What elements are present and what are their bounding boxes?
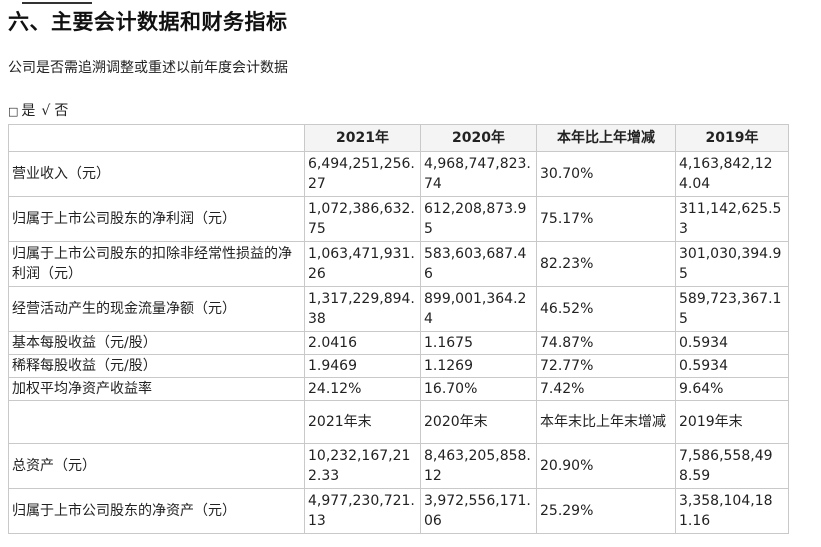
value-change: 82.23% xyxy=(536,241,676,287)
value-2020: 8,463,205,858.12 xyxy=(420,443,537,489)
value-change: 30.70% xyxy=(536,151,676,197)
value-2021: 1.9469 xyxy=(304,354,421,378)
value-2020: 3,972,556,171.06 xyxy=(420,488,537,534)
header-2021: 2021年 xyxy=(304,124,421,152)
table-row: 稀释每股收益（元/股） 1.9469 1.1269 72.77% 0.5934 xyxy=(8,354,789,378)
value-2021: 1,072,386,632.75 xyxy=(304,196,421,242)
value-2019: 311,142,625.53 xyxy=(675,196,789,242)
table-row: 归属于上市公司股东的净资产（元） 4,977,230,721.13 3,972,… xyxy=(8,488,789,534)
value-change: 74.87% xyxy=(536,331,676,355)
value-change: 25.29% xyxy=(536,488,676,534)
subheader-change: 本年末比上年末增减 xyxy=(536,400,676,444)
table-row: 营业收入（元） 6,494,251,256.27 4,968,747,823.7… xyxy=(8,151,789,197)
section-title: 六、主要会计数据和财务指标 xyxy=(8,10,288,34)
value-2021: 4,977,230,721.13 xyxy=(304,488,421,534)
row-label: 归属于上市公司股东的扣除非经常性损益的净 利润（元） xyxy=(8,241,305,287)
restatement-options: □ 是 √ 否 xyxy=(8,100,68,120)
header-2019: 2019年 xyxy=(675,124,789,152)
value-change: 7.42% xyxy=(536,377,676,401)
value-2020: 1.1675 xyxy=(420,331,537,355)
subheader-2020: 2020年末 xyxy=(420,400,537,444)
table-header-row: 2021年 2020年 本年比上年增减 2019年 xyxy=(8,124,789,152)
value-2019: 0.5934 xyxy=(675,354,789,378)
row-label: 加权平均净资产收益率 xyxy=(8,377,305,401)
value-2019: 4,163,842,124.04 xyxy=(675,151,789,197)
subheader-2019: 2019年末 xyxy=(675,400,789,444)
table-row: 归属于上市公司股东的扣除非经常性损益的净 利润（元） 1,063,471,931… xyxy=(8,241,789,287)
value-2021: 1,063,471,931.26 xyxy=(304,241,421,287)
row-label: 经营活动产生的现金流量净额（元） xyxy=(8,286,305,332)
value-2020: 899,001,364.24 xyxy=(420,286,537,332)
value-2020: 4,968,747,823.74 xyxy=(420,151,537,197)
financial-indicators-table: 2021年 2020年 本年比上年增减 2019年 营业收入（元） 6,494,… xyxy=(8,124,789,534)
value-2021: 1,317,229,894.38 xyxy=(304,286,421,332)
value-2019: 7,586,558,498.59 xyxy=(675,443,789,489)
value-2020: 1.1269 xyxy=(420,354,537,378)
value-2020: 612,208,873.95 xyxy=(420,196,537,242)
value-2020: 583,603,687.46 xyxy=(420,241,537,287)
table-subheader-row: 2021年末 2020年末 本年末比上年末增减 2019年末 xyxy=(8,400,789,444)
value-2019: 301,030,394.95 xyxy=(675,241,789,287)
row-label: 归属于上市公司股东的净资产（元） xyxy=(8,488,305,534)
previous-section-underline xyxy=(22,0,92,4)
value-change: 46.52% xyxy=(536,286,676,332)
row-label: 营业收入（元） xyxy=(8,151,305,197)
value-2021: 6,494,251,256.27 xyxy=(304,151,421,197)
value-2019: 589,723,367.15 xyxy=(675,286,789,332)
row-label: 基本每股收益（元/股） xyxy=(8,331,305,355)
option-no-label: 否 xyxy=(54,103,69,119)
table-row: 加权平均净资产收益率 24.12% 16.70% 7.42% 9.64% xyxy=(8,377,789,401)
subheader-2021: 2021年末 xyxy=(304,400,421,444)
header-change: 本年比上年增减 xyxy=(536,124,676,152)
table-row: 经营活动产生的现金流量净额（元） 1,317,229,894.38 899,00… xyxy=(8,286,789,332)
subheader-label-cell xyxy=(8,400,305,444)
table-row: 总资产（元） 10,232,167,212.33 8,463,205,858.1… xyxy=(8,443,789,489)
value-2020: 16.70% xyxy=(420,377,537,401)
option-yes-label: 是 xyxy=(21,103,36,119)
value-2019: 3,358,104,181.16 xyxy=(675,488,789,534)
value-change: 72.77% xyxy=(536,354,676,378)
value-2021: 10,232,167,212.33 xyxy=(304,443,421,489)
value-2021: 24.12% xyxy=(304,377,421,401)
row-label: 总资产（元） xyxy=(8,443,305,489)
checkmark-icon: √ xyxy=(41,103,51,119)
value-2019: 0.5934 xyxy=(675,331,789,355)
header-2020: 2020年 xyxy=(420,124,537,152)
row-label: 归属于上市公司股东的净利润（元） xyxy=(8,196,305,242)
value-2021: 2.0416 xyxy=(304,331,421,355)
value-change: 75.17% xyxy=(536,196,676,242)
restatement-question: 公司是否需追溯调整或重述以前年度会计数据 xyxy=(8,60,288,76)
value-change: 20.90% xyxy=(536,443,676,489)
unchecked-box-icon: □ xyxy=(8,105,19,118)
table-row: 归属于上市公司股东的净利润（元） 1,072,386,632.75 612,20… xyxy=(8,196,789,242)
row-label: 稀释每股收益（元/股） xyxy=(8,354,305,378)
value-2019: 9.64% xyxy=(675,377,789,401)
header-label-cell xyxy=(8,124,305,152)
table-row: 基本每股收益（元/股） 2.0416 1.1675 74.87% 0.5934 xyxy=(8,331,789,355)
